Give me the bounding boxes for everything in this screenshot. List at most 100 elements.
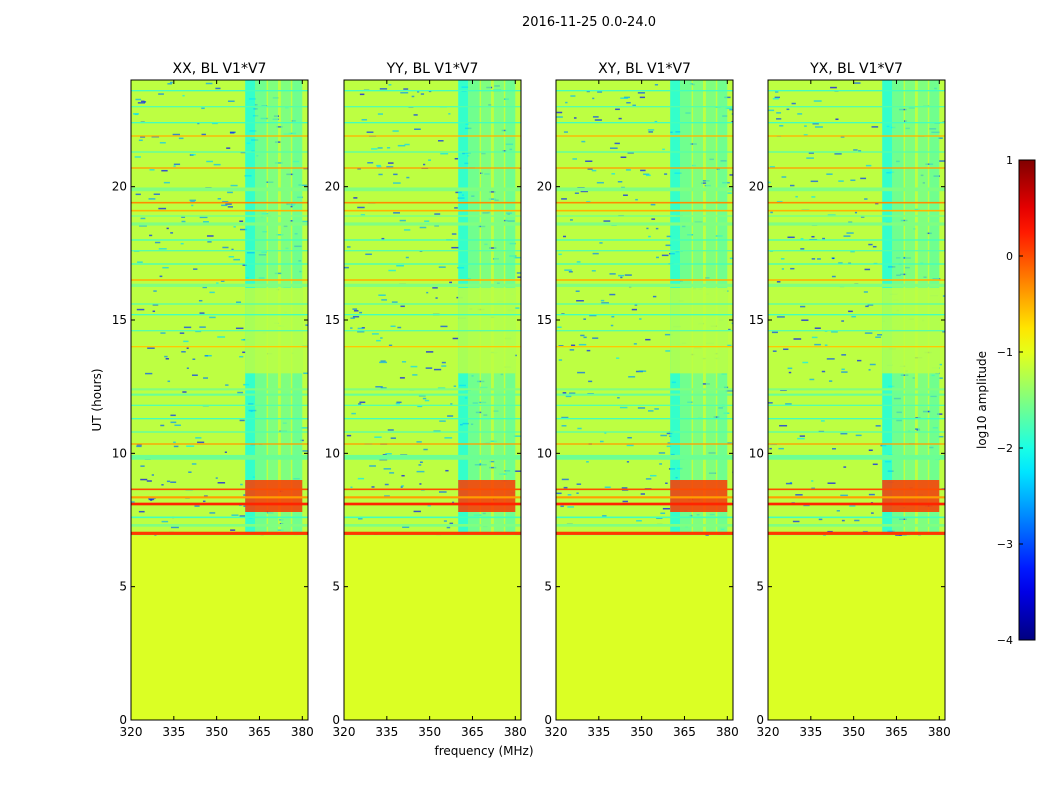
- noise-speckle: [449, 522, 454, 525]
- time-stripe: [768, 393, 945, 396]
- noise-speckle: [664, 173, 668, 175]
- strong-event: [245, 480, 303, 512]
- noise-speckle: [725, 390, 733, 392]
- noise-speckle: [786, 108, 790, 111]
- noise-speckle: [378, 294, 386, 296]
- noise-speckle: [181, 351, 186, 353]
- panel-0: XX, BL V1*V7 320 335 350 365 380 0 5 10 15 20: [112, 61, 314, 739]
- noise-speckle: [158, 207, 167, 210]
- time-stripe: [768, 388, 945, 391]
- panel-2: XY, BL V1*V7 320 335 350 365 380 0 5 10 15 20: [537, 61, 739, 739]
- time-stripe: [344, 524, 521, 527]
- noise-speckle: [834, 153, 842, 155]
- time-stripe: [768, 314, 945, 316]
- noise-speckle: [858, 150, 862, 152]
- time-stripe: [556, 201, 733, 204]
- noise-speckle: [379, 88, 388, 90]
- noise-speckle: [152, 304, 159, 306]
- noise-speckle: [440, 152, 449, 155]
- noise-speckle: [432, 287, 438, 289]
- noise-speckle: [359, 401, 366, 404]
- y-tick-label: 0: [332, 713, 340, 727]
- noise-speckle: [785, 403, 792, 405]
- noise-speckle: [620, 156, 627, 159]
- noise-speckle: [713, 416, 720, 418]
- noise-speckle: [160, 424, 165, 427]
- noise-speckle: [792, 520, 800, 523]
- noise-speckle: [731, 120, 733, 123]
- noise-speckle: [650, 474, 657, 477]
- noise-speckle: [581, 140, 586, 143]
- noise-speckle: [489, 466, 497, 469]
- noise-speckle: [567, 494, 572, 496]
- time-stripe: [556, 135, 733, 137]
- noise-speckle: [352, 308, 358, 310]
- noise-speckle: [139, 225, 147, 227]
- noise-speckle: [229, 132, 235, 134]
- noise-speckle: [158, 93, 164, 95]
- panel-frame: [343, 79, 522, 721]
- y-tick-label: 15: [112, 313, 127, 327]
- y-tick-label: 5: [544, 580, 552, 594]
- noise-speckle: [803, 134, 808, 136]
- noise-speckle: [357, 330, 365, 333]
- noise-speckle: [454, 157, 458, 160]
- noise-speckle: [402, 526, 410, 528]
- x-tick-label: 335: [799, 725, 822, 739]
- noise-speckle: [380, 337, 383, 339]
- strong-event: [670, 480, 728, 512]
- noise-speckle: [841, 519, 845, 522]
- noise-speckle: [729, 108, 733, 111]
- noise-speckle: [217, 198, 222, 200]
- noise-speckle: [365, 253, 372, 256]
- time-stripe: [344, 283, 521, 287]
- time-stripe: [131, 239, 308, 241]
- noise-speckle: [867, 304, 874, 306]
- y-tick-label: 20: [112, 180, 127, 194]
- noise-speckle: [830, 86, 837, 89]
- noise-speckle: [199, 326, 206, 328]
- noise-speckle: [182, 391, 187, 393]
- x-tick-label: 320: [333, 725, 356, 739]
- noise-speckle: [556, 492, 562, 495]
- noise-speckle: [190, 153, 196, 156]
- noise-speckle: [938, 137, 943, 139]
- noise-speckle: [626, 461, 630, 463]
- noise-speckle: [438, 266, 446, 268]
- noise-speckle: [726, 344, 732, 347]
- noise-speckle: [169, 81, 173, 84]
- x-tick-label: 380: [716, 725, 739, 739]
- noise-speckle: [831, 331, 838, 333]
- y-tick-label: 20: [749, 180, 764, 194]
- x-tick-label: 380: [504, 725, 527, 739]
- y-tick-label: 0: [544, 713, 552, 727]
- noise-speckle: [375, 386, 383, 388]
- noise-speckle: [434, 224, 440, 227]
- noise-speckle: [215, 477, 218, 479]
- y-tick-label: 10: [749, 446, 764, 460]
- panel-title: XY, BL V1*V7: [598, 61, 691, 77]
- noise-speckle: [785, 482, 793, 485]
- noise-speckle: [936, 413, 943, 415]
- noise-speckle: [645, 478, 652, 480]
- noise-speckle: [359, 93, 365, 96]
- y-tick-label: 0: [119, 713, 127, 727]
- noise-speckle: [403, 88, 409, 90]
- noise-speckle: [197, 122, 200, 125]
- noise-speckle: [780, 258, 785, 260]
- noise-speckle: [400, 92, 409, 94]
- y-tick-label: 10: [325, 446, 340, 460]
- noise-speckle: [135, 98, 142, 101]
- noise-speckle: [183, 326, 192, 329]
- noise-speckle: [160, 332, 166, 334]
- noise-speckle: [665, 244, 672, 247]
- noise-speckle: [768, 181, 771, 184]
- noise-speckle: [565, 395, 572, 398]
- time-stripe: [556, 167, 733, 169]
- noise-speckle: [569, 219, 573, 221]
- noise-speckle: [416, 441, 422, 443]
- noise-speckle: [791, 102, 796, 105]
- noise-speckle: [623, 194, 628, 196]
- noise-speckle: [393, 212, 400, 214]
- time-stripe: [344, 239, 521, 241]
